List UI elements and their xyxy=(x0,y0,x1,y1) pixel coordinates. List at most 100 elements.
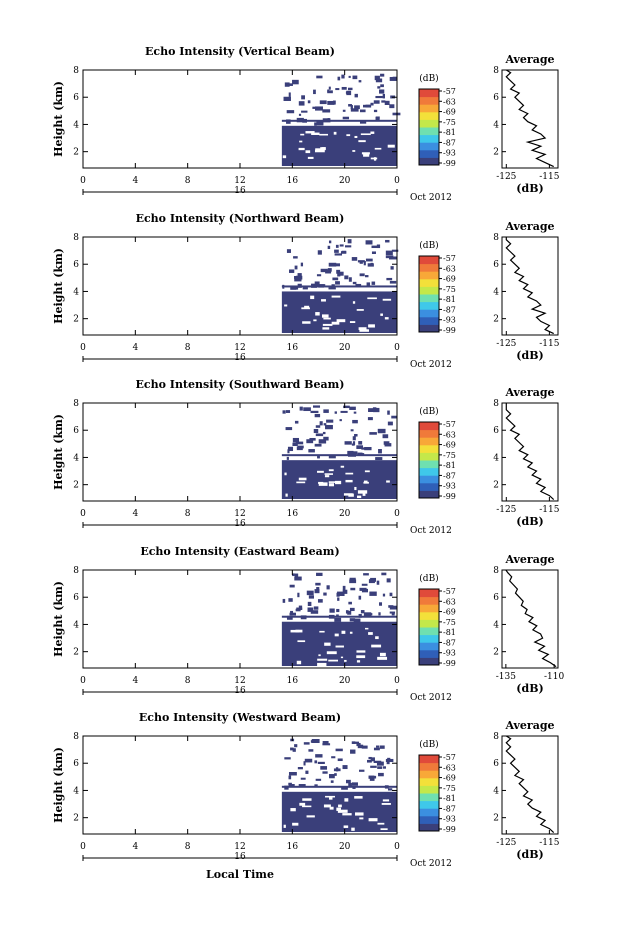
echo-sparse xyxy=(283,96,291,101)
echo-gap xyxy=(340,656,344,659)
x-tick-label: 0 xyxy=(394,509,400,519)
echo-gap xyxy=(302,798,312,801)
colorbar-swatch xyxy=(419,823,439,832)
profile-x-tick-label: -115 xyxy=(539,172,559,182)
echo-sparse xyxy=(352,281,357,285)
echo-gap xyxy=(314,149,325,153)
echo-sparse xyxy=(350,749,356,754)
echo-sparse xyxy=(368,775,377,779)
colorbar-swatch xyxy=(419,619,439,628)
echo-sparse xyxy=(368,579,375,584)
x-tick-label: 0 xyxy=(80,842,86,852)
echo-gap xyxy=(299,802,306,806)
echo-gap xyxy=(318,481,324,484)
x-tick-label: 16 xyxy=(287,842,299,852)
echo-sparse xyxy=(380,73,385,77)
echo-sparse xyxy=(371,245,378,249)
echo-sparse xyxy=(369,778,375,781)
echo-sparse xyxy=(306,590,314,596)
colorbar-swatch xyxy=(419,444,439,453)
echo-sparse xyxy=(391,613,395,616)
echo-sparse xyxy=(314,413,321,418)
echo-gap xyxy=(380,828,388,831)
echo-sparse xyxy=(297,273,302,277)
echo-gap xyxy=(328,659,339,662)
echo-layer-top xyxy=(281,285,397,288)
x-tick-label: 4 xyxy=(132,842,138,852)
colorbar-tick-label: -81 xyxy=(443,128,456,137)
colorbar-swatch xyxy=(419,815,439,824)
echo-sparse xyxy=(289,584,295,588)
x-tick-label: 20 xyxy=(339,343,351,353)
echo-sparse xyxy=(303,761,306,766)
echo-sparse xyxy=(347,87,353,91)
echo-sparse xyxy=(329,774,335,779)
echo-sparse xyxy=(354,741,360,744)
echo-sparse xyxy=(294,420,299,424)
echo-sparse xyxy=(288,92,291,97)
echo-sparse xyxy=(329,608,335,613)
echo-sparse xyxy=(386,578,391,583)
echo-sparse xyxy=(322,431,326,435)
profile-x-tick-label: -115 xyxy=(539,505,559,515)
echo-sparse xyxy=(310,410,319,414)
panel-title: Echo Intensity (Eastward Beam) xyxy=(140,545,339,558)
echo-sparse xyxy=(287,83,293,86)
echo-sparse xyxy=(335,88,340,91)
echo-sparse xyxy=(375,745,380,748)
echo-sparse xyxy=(342,109,346,112)
colorbar-swatch xyxy=(419,490,439,499)
echo-sparse xyxy=(347,239,352,244)
echo-sparse xyxy=(371,251,376,254)
echo-sparse xyxy=(373,100,380,104)
y-axis-label: Height (km) xyxy=(52,581,65,657)
profile-x-tick-label: -125 xyxy=(496,505,516,515)
echo-sparse xyxy=(343,405,350,409)
echo-sparse xyxy=(376,244,381,249)
echo-sparse xyxy=(295,275,303,280)
colorbar-swatch xyxy=(419,627,439,636)
echo-gap xyxy=(329,806,334,810)
y-tick-label: 8 xyxy=(73,566,79,576)
echo-solid-region xyxy=(281,125,397,166)
echo-sparse xyxy=(364,446,372,451)
echo-sparse xyxy=(391,415,398,419)
echo-sparse xyxy=(300,262,304,267)
echo-sparse xyxy=(385,239,390,243)
colorbar-tick-label: -99 xyxy=(443,659,456,668)
echo-sparse xyxy=(310,740,316,743)
colorbar-swatch xyxy=(419,301,439,310)
echo-sparse xyxy=(377,86,381,89)
y-tick-label: 8 xyxy=(73,233,79,243)
panel-title: Echo Intensity (Northward Beam) xyxy=(136,212,345,225)
echo-gap xyxy=(290,629,300,633)
echo-sparse xyxy=(348,601,352,605)
echo-gap xyxy=(282,155,287,159)
colorbar-tick-label: -69 xyxy=(443,774,456,783)
echo-sparse xyxy=(294,573,299,578)
echo-sparse xyxy=(384,100,390,105)
colorbar-unit: (dB) xyxy=(419,240,438,251)
echo-sparse xyxy=(358,595,362,600)
echo-sparse xyxy=(335,767,339,772)
echo-gap xyxy=(348,493,354,497)
y-tick-label: 2 xyxy=(73,814,79,824)
x-tick-label: 0 xyxy=(80,676,86,686)
profile-line xyxy=(505,403,555,501)
echo-gap xyxy=(304,305,310,309)
profile-y-tick-label: 4 xyxy=(493,120,499,130)
x-tick-label: 4 xyxy=(132,176,138,186)
echo-sparse xyxy=(340,410,348,413)
profile-x-label: (dB) xyxy=(516,349,543,362)
colorbar-frame xyxy=(418,754,440,832)
echo-gap xyxy=(346,134,351,137)
colorbar-tick-label: -81 xyxy=(443,628,456,637)
echo-sparse xyxy=(386,277,393,281)
panel-4: Echo Intensity (Eastward Beam) Height (km… xyxy=(52,545,565,703)
echo-sparse xyxy=(286,249,291,253)
colorbar-tick-label: -75 xyxy=(443,118,456,127)
echo-sparse xyxy=(298,605,303,610)
profile-x-tick-label: -125 xyxy=(496,172,516,182)
echo-sparse xyxy=(293,256,298,259)
echo-sparse xyxy=(367,417,373,421)
